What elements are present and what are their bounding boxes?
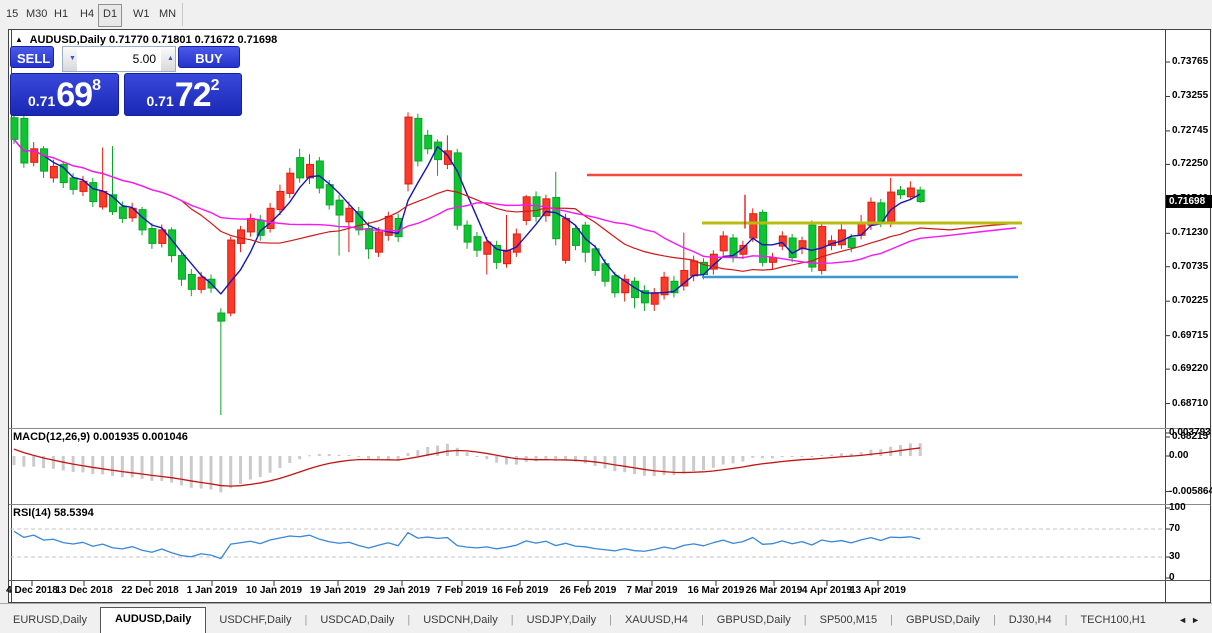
date-axis-label: 7 Feb 2019 [436,585,488,596]
buy-price-prefix: 0.71 [146,92,174,109]
sell-price-pip: 8 [92,77,101,94]
price-axis-label: 0.69715 [1172,329,1209,341]
price-axis-label: 0.70735 [1172,260,1209,272]
tab-separator: | [407,614,411,626]
chart-tab-usdcad-daily[interactable]: USDCAD,Daily [320,614,395,626]
macd-indicator-label: MACD(12,26,9) 0.001935 0.001046 [13,431,188,443]
tab-separator: | [700,614,704,626]
tab-scroll-left-icon[interactable]: ◄ [1178,615,1192,625]
date-axis-label: 1 Jan 2019 [186,585,238,596]
volume-increase-button[interactable]: ▲ [161,47,175,71]
timeframe-button-d1[interactable]: D1 [98,4,123,27]
date-axis-label: 16 Feb 2019 [491,585,549,596]
tab-separator: | [304,614,308,626]
date-axis-label: 16 Mar 2019 [687,585,745,596]
date-axis-label: 4 Dec 2018 [6,585,58,596]
chart-tab-tech100-h1[interactable]: TECH100,H1 [1080,614,1146,626]
current-price-tag: 0.71698 [1166,195,1212,208]
sell-quote-box[interactable]: 0.71 69 8 [10,73,119,116]
date-axis-label: 13 Apr 2019 [850,585,906,596]
timeframe-button-h4[interactable]: H4 [80,8,95,20]
timeframe-toolbar: 15 M30 H1 H4 D1 W1 MN [0,0,1212,29]
date-axis-label: 29 Jan 2019 [373,585,431,596]
volume-stepper: ▼ ▲ [62,46,176,72]
date-axis-label: 13 Dec 2018 [55,585,113,596]
tab-separator: | [510,614,514,626]
toolbar-separator [182,3,183,26]
tab-separator: | [890,614,893,626]
rsi-axis-label: 0 [1169,572,1175,583]
date-axis-label: 26 Feb 2019 [559,585,617,596]
date-axis-label: 7 Mar 2019 [626,585,678,596]
volume-input[interactable] [77,47,161,71]
collapse-triangle-icon[interactable]: ▲ [15,35,23,44]
buy-price-big: 72 [174,75,212,114]
one-click-trading-panel: SELL ▼ ▲ BUY 0.71 69 8 0.71 72 2 [10,46,242,116]
chart-title: ▲ AUDUSD,Daily 0.71770 0.71801 0.71672 0… [15,34,277,46]
chart-tab-eurusd-daily[interactable]: EURUSD,Daily [13,614,87,626]
date-axis-label: 10 Jan 2019 [245,585,303,596]
chart-tabs-bar: EURUSD,Daily AUDUSD,Daily USDCHF,Daily | USD… [0,603,1212,633]
price-axis-label: 0.72745 [1172,124,1209,136]
price-axis-label: 0.73255 [1172,90,1209,102]
macd-values: 0.001935 0.001046 [93,431,188,443]
tab-separator: | [992,614,996,626]
tab-scroll-arrows: ◄► [1178,615,1212,632]
tab-separator: | [803,614,807,626]
tab-separator: | [1064,614,1068,626]
tab-scroll-right-icon[interactable]: ► [1191,615,1204,625]
date-axis-label: 19 Jan 2019 [309,585,367,596]
chart-tab-xauusd-h4[interactable]: XAUUSD,H4 [624,614,688,626]
chart-tab-gbpusd-daily[interactable]: GBPUSD,Daily [905,614,980,626]
price-axis-label: 0.68215 [1172,431,1209,442]
sell-button[interactable]: SELL [10,46,54,68]
price-axis-label: 0.70225 [1172,295,1209,307]
sell-price-big: 69 [56,75,93,114]
chart-tab-usdjpy-daily[interactable]: USDJPY,Daily [526,614,597,626]
chart-tab-gbpusd-daily[interactable]: GBPUSD,Daily [716,614,791,626]
price-axis-label: 0.72250 [1172,158,1209,170]
date-axis-label: 26 Mar 2019 [745,585,803,596]
chart-tab-usdcnh-daily[interactable]: USDCNH,Daily [423,614,498,626]
macd-axis-label: -0.005864 [1169,485,1212,497]
volume-decrease-button[interactable]: ▼ [63,47,77,71]
timeframe-button-15[interactable]: 15 [6,8,19,20]
rsi-axis-label: 100 [1169,502,1186,513]
macd-axis-label: 0.003793 [1169,427,1211,438]
chart-tab-audusd-daily[interactable]: AUDUSD,Daily [99,607,207,633]
timeframe-button-h1[interactable]: H1 [54,8,69,20]
rsi-indicator-label: RSI(14) 58.5394 [13,507,94,519]
rsi-axis-label: 30 [1169,551,1181,562]
macd-axis-label: 0.00 [1169,450,1189,461]
timeframe-button-m30[interactable]: M30 [26,8,48,20]
buy-button[interactable]: BUY [178,46,240,68]
rsi-value: 58.5394 [53,507,94,519]
chart-symbol: AUDUSD,Daily [29,34,106,46]
chart-ohlc-values: 0.71770 0.71801 0.71672 0.71698 [109,34,278,46]
price-axis-label: 0.68710 [1172,397,1209,409]
price-axis-label: 0.73765 [1172,56,1209,67]
tab-separator: | [609,614,612,626]
chart-tab-dj30-h4[interactable]: DJ30,H4 [1008,614,1052,626]
timeframe-button-w1[interactable]: W1 [133,8,150,20]
date-axis-label: 22 Dec 2018 [121,585,179,596]
timeframe-button-mn[interactable]: MN [159,8,177,20]
chart-tab-usdchf-daily[interactable]: USDCHF,Daily [219,614,292,626]
chart-tab-sp500-m15[interactable]: SP500,M15 [819,614,878,626]
date-axis-label: 4 Apr 2019 [801,585,853,596]
buy-price-pip: 2 [210,77,220,94]
sell-price-prefix: 0.71 [28,92,56,109]
buy-quote-box[interactable]: 0.71 72 2 [124,73,242,116]
price-axis-label: 0.69220 [1172,363,1209,375]
price-axis-label: 0.71230 [1172,227,1209,239]
rsi-axis-label: 70 [1169,523,1181,534]
